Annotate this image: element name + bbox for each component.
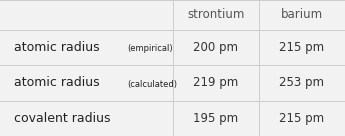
Text: atomic radius: atomic radius [14,41,99,54]
Text: atomic radius: atomic radius [14,76,99,89]
Text: 219 pm: 219 pm [193,76,238,89]
Text: barium: barium [281,8,323,21]
Text: 195 pm: 195 pm [193,112,238,125]
Text: covalent radius: covalent radius [14,112,110,125]
Text: 253 pm: 253 pm [279,76,324,89]
Text: 200 pm: 200 pm [193,41,238,54]
Text: (empirical): (empirical) [128,44,173,53]
Text: (calculated): (calculated) [128,80,178,89]
Text: 215 pm: 215 pm [279,41,324,54]
Text: 215 pm: 215 pm [279,112,324,125]
Text: strontium: strontium [187,8,244,21]
